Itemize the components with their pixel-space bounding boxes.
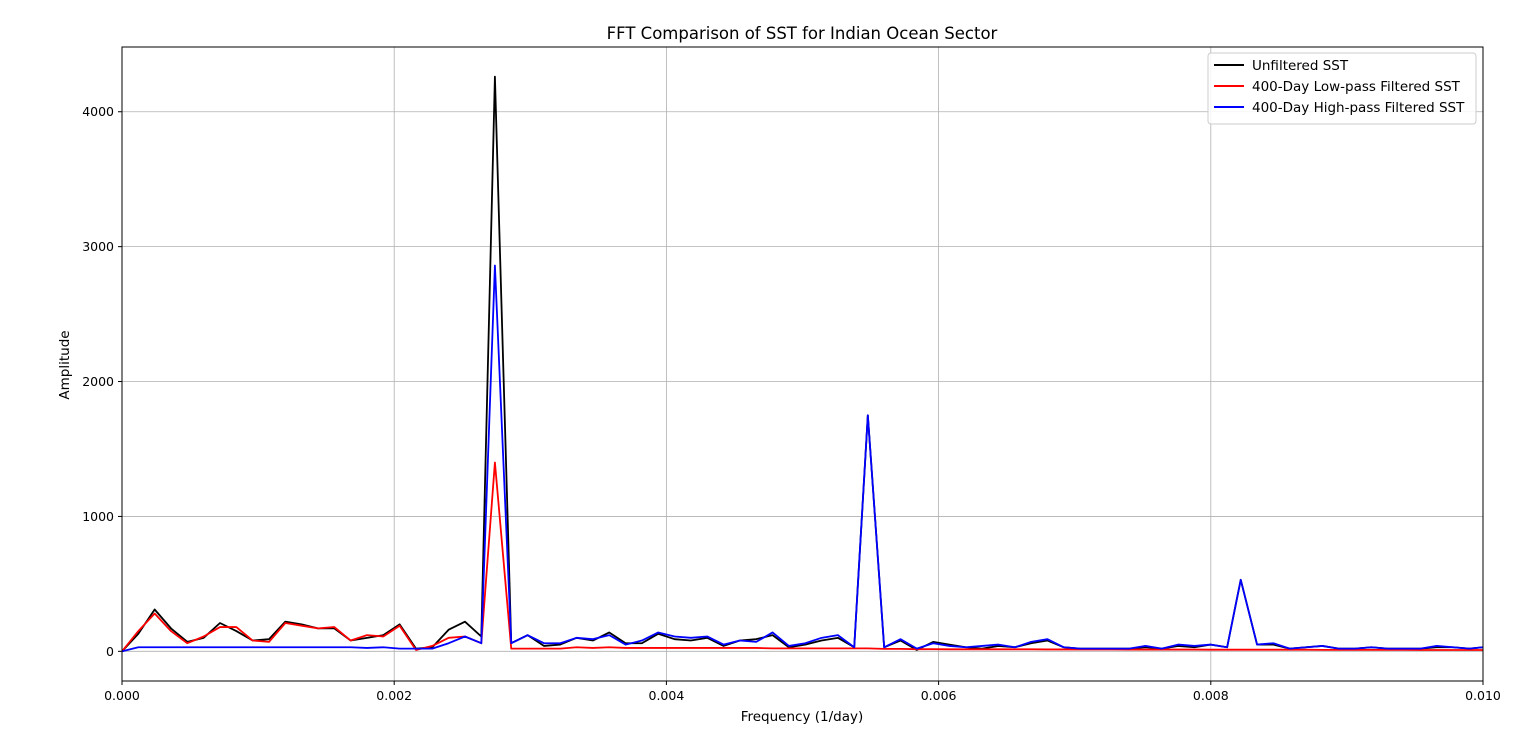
x-tick-label: 0.002 — [376, 688, 412, 703]
legend: Unfiltered SST 400-Day Low-pass Filtered … — [1207, 52, 1477, 125]
y-tick-label: 0 — [106, 644, 114, 659]
axis-ticks: 0.000 0.002 0.004 0.006 0.008 0.010 0 1000 2000 3… — [82, 104, 1501, 703]
y-tick-label: 2000 — [82, 374, 114, 389]
axes-frame — [121, 46, 1484, 682]
x-tick-label: 0.008 — [1193, 688, 1229, 703]
legend-label: 400-Day High-pass Filtered SST — [1252, 100, 1465, 116]
legend-label: 400-Day Low-pass Filtered SST — [1252, 79, 1461, 95]
x-tick-label: 0.004 — [649, 688, 685, 703]
x-tick-label: 0.010 — [1465, 688, 1501, 703]
y-tick-label: 4000 — [82, 104, 114, 119]
grid-lines — [121, 47, 1484, 681]
series-layer — [122, 75, 1483, 653]
x-tick-label: 0.006 — [921, 688, 957, 703]
x-tick-label: 0.000 — [104, 688, 140, 703]
y-tick-label: 3000 — [82, 239, 114, 254]
y-tick-label: 1000 — [82, 509, 114, 524]
series-line-400-day-low-pass-filtered-sst — [122, 461, 1483, 652]
y-axis-label: Amplitude — [57, 330, 73, 399]
series-line-unfiltered-sst — [122, 75, 1483, 652]
x-axis-label: Frequency (1/day) — [741, 709, 864, 725]
legend-box — [1207, 52, 1477, 125]
series-line-400-day-high-pass-filtered-sst — [122, 264, 1483, 653]
chart-title: FFT Comparison of SST for Indian Ocean S… — [607, 24, 998, 43]
legend-label: Unfiltered SST — [1252, 58, 1349, 74]
plot-area — [122, 75, 1483, 653]
